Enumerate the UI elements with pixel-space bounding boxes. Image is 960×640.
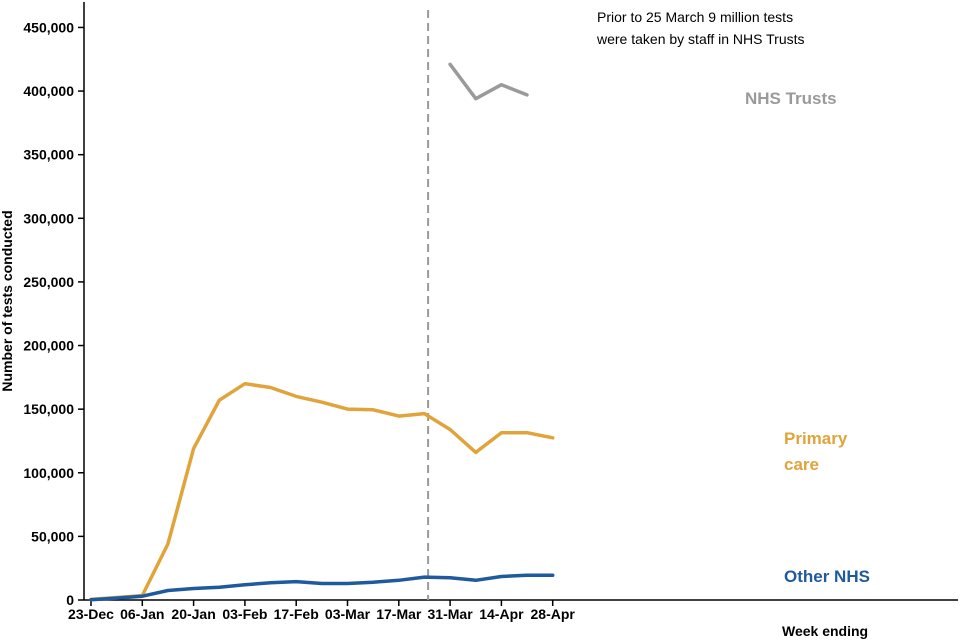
annotation-line: were taken by staff in NHS Trusts — [596, 31, 805, 47]
y-axis-ticks: 0 50,000 100,000 150,000 200,000 250,000 300,0… — [23, 19, 84, 608]
y-tick-label: 350,000 — [23, 147, 74, 163]
series-label: care — [784, 455, 819, 474]
x-tick-label: 17-Mar — [376, 606, 422, 622]
x-tick-label: 03-Mar — [325, 606, 371, 622]
series-line-nhs-trusts — [448, 62, 529, 101]
x-tick-label: 03-Feb — [222, 606, 267, 622]
series-label: Primary — [784, 429, 848, 448]
x-tick-label: 14-Apr — [479, 606, 524, 622]
y-tick-label: 300,000 — [23, 210, 74, 226]
series-line-other-nhs — [89, 573, 555, 602]
series-group — [89, 62, 555, 602]
y-tick-label: 150,000 — [23, 401, 74, 417]
y-tick-label: 200,000 — [23, 338, 74, 354]
y-tick-label: 50,000 — [31, 528, 74, 544]
x-axis-ticks: 23-Dec 06-Jan 20-Jan 03-Feb 17-Feb 03-Mar 17-M… — [68, 600, 575, 622]
y-tick-label: 0 — [66, 592, 74, 608]
y-tick-label: 400,000 — [23, 83, 74, 99]
y-tick-label: 450,000 — [23, 19, 74, 35]
y-tick-label: 250,000 — [23, 274, 74, 290]
x-tick-label: 17-Feb — [274, 606, 319, 622]
x-tick-label: 06-Jan — [120, 606, 164, 622]
y-tick-label: 100,000 — [23, 465, 74, 481]
x-tick-label: 31-Mar — [428, 606, 474, 622]
x-axis-label: Week ending — [782, 623, 868, 639]
annotation-line: Prior to 25 March 9 million tests — [597, 9, 793, 25]
x-tick-label: 20-Jan — [171, 606, 215, 622]
series-line-primary-care — [89, 381, 555, 602]
x-tick-label: 23-Dec — [68, 606, 114, 622]
series-label: Other NHS — [784, 567, 870, 586]
y-axis-label: Number of tests conducted — [0, 210, 15, 391]
series-label: NHS Trusts — [745, 89, 837, 108]
series-labels: Primary care Other NHS NHS Trusts — [745, 89, 870, 586]
x-tick-label: 28-Apr — [531, 606, 576, 622]
annotation-text: Prior to 25 March 9 million tests were ta… — [596, 9, 805, 47]
